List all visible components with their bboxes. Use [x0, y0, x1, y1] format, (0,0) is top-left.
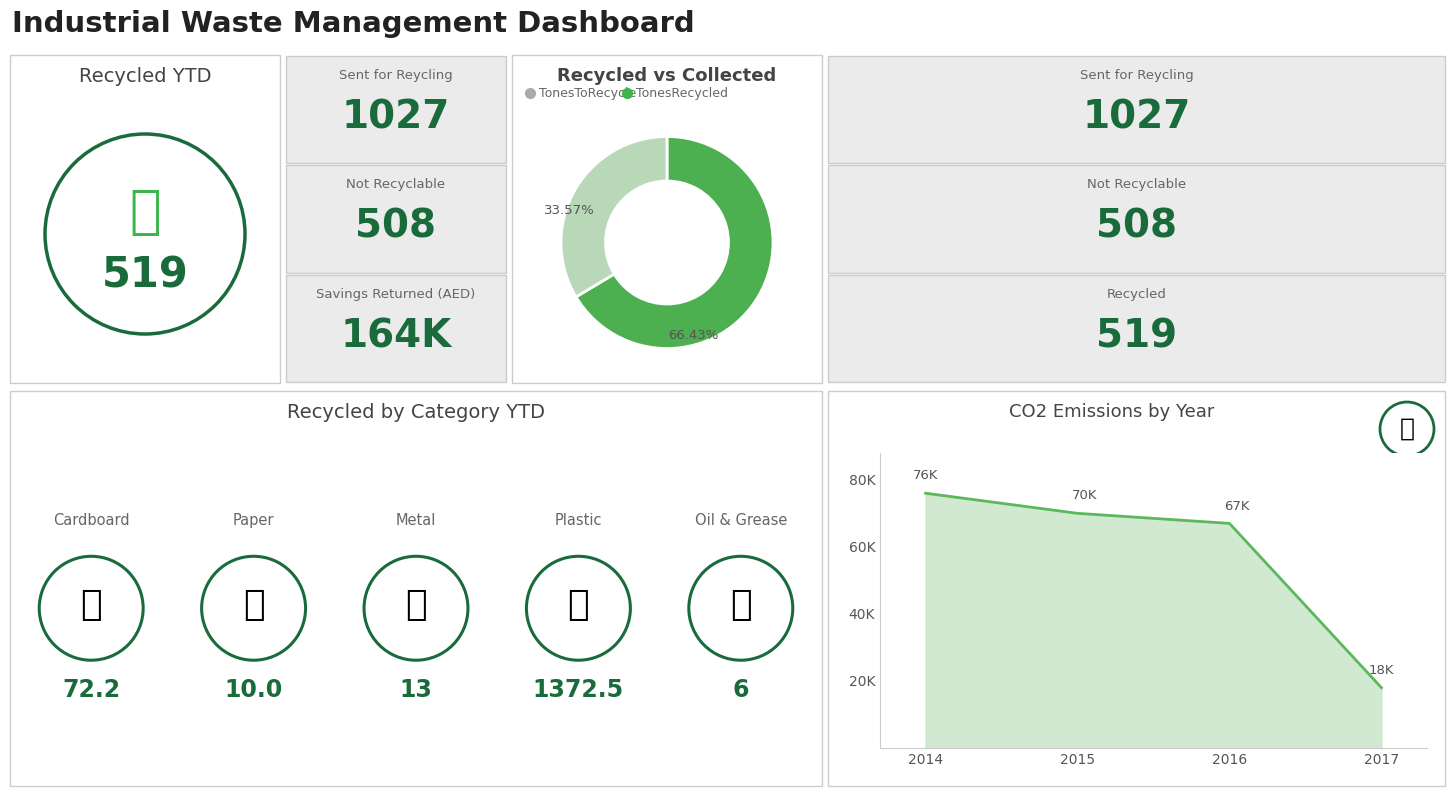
FancyBboxPatch shape	[512, 55, 822, 383]
Text: 508: 508	[355, 208, 436, 246]
Text: 🚛: 🚛	[129, 186, 162, 238]
FancyBboxPatch shape	[10, 55, 279, 383]
Text: TonesToRecycle: TonesToRecycle	[538, 86, 636, 100]
FancyBboxPatch shape	[287, 165, 506, 273]
FancyBboxPatch shape	[287, 56, 506, 164]
Text: 1372.5: 1372.5	[533, 678, 624, 702]
Wedge shape	[576, 136, 773, 349]
Text: 10.0: 10.0	[224, 678, 282, 702]
Text: 📰: 📰	[243, 588, 265, 622]
Text: Oil & Grease: Oil & Grease	[694, 513, 787, 528]
Text: 🏭: 🏭	[1400, 417, 1414, 441]
Text: 1027: 1027	[1083, 99, 1190, 136]
Text: 519: 519	[1096, 318, 1177, 355]
Text: Recycled: Recycled	[1107, 287, 1167, 301]
Text: 📦: 📦	[80, 588, 102, 622]
Text: 508: 508	[1096, 208, 1177, 246]
Text: Sent for Reycling: Sent for Reycling	[1080, 69, 1193, 82]
Text: 519: 519	[102, 255, 188, 297]
Text: 18K: 18K	[1369, 664, 1394, 677]
Text: Plastic: Plastic	[554, 513, 602, 528]
FancyBboxPatch shape	[287, 275, 506, 382]
Text: 13: 13	[400, 678, 432, 702]
Text: 33.57%: 33.57%	[544, 204, 595, 217]
Text: 🧴: 🧴	[404, 588, 426, 622]
Text: TonesRecycled: TonesRecycled	[636, 86, 728, 100]
Text: CO2 Emissions by Year: CO2 Emissions by Year	[1008, 403, 1213, 421]
Text: Not Recyclable: Not Recyclable	[1087, 178, 1186, 192]
Text: Industrial Waste Management Dashboard: Industrial Waste Management Dashboard	[12, 10, 694, 38]
FancyBboxPatch shape	[828, 391, 1445, 786]
Text: Not Recyclable: Not Recyclable	[346, 178, 445, 192]
Text: 6: 6	[732, 678, 749, 702]
Text: 164K: 164K	[340, 318, 451, 355]
FancyBboxPatch shape	[828, 165, 1445, 273]
Text: 70K: 70K	[1072, 489, 1097, 503]
Text: Sent for Reycling: Sent for Reycling	[339, 69, 453, 82]
Text: 72.2: 72.2	[63, 678, 121, 702]
FancyBboxPatch shape	[828, 56, 1445, 164]
Text: 🌿: 🌿	[567, 588, 589, 622]
Wedge shape	[562, 136, 666, 297]
Text: Metal: Metal	[396, 513, 436, 528]
Text: Recycled by Category YTD: Recycled by Category YTD	[287, 403, 546, 422]
Text: 1027: 1027	[342, 99, 450, 136]
Text: 🚗: 🚗	[730, 588, 752, 622]
Text: 66.43%: 66.43%	[668, 330, 719, 342]
Text: Savings Returned (AED): Savings Returned (AED)	[316, 287, 476, 301]
FancyBboxPatch shape	[828, 275, 1445, 382]
Text: 67K: 67K	[1224, 500, 1250, 512]
Text: Recycled vs Collected: Recycled vs Collected	[557, 67, 777, 85]
Text: Recycled YTD: Recycled YTD	[79, 67, 211, 86]
Text: Paper: Paper	[233, 513, 275, 528]
Text: Cardboard: Cardboard	[52, 513, 129, 528]
Text: 76K: 76K	[912, 469, 938, 482]
FancyBboxPatch shape	[10, 391, 822, 786]
